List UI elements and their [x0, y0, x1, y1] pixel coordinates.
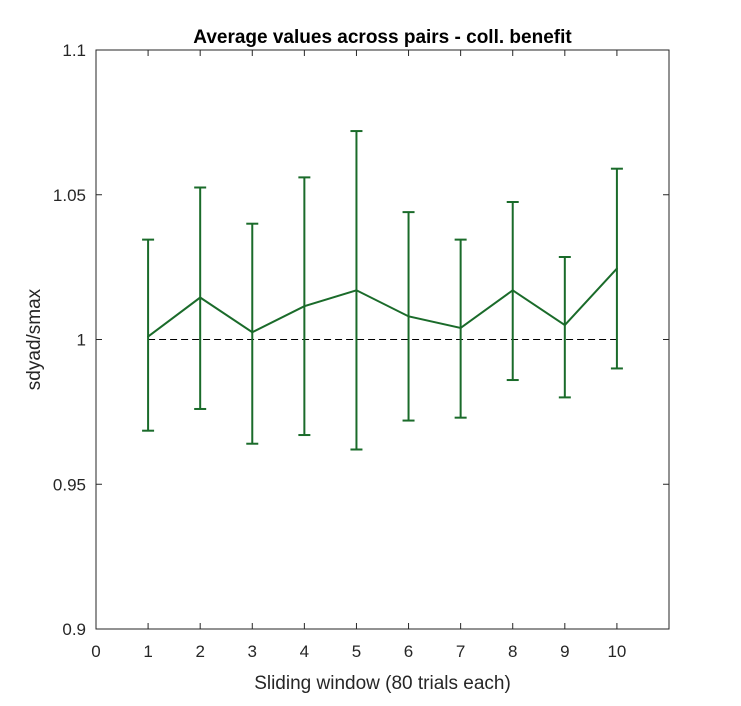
series-line	[147, 267, 618, 338]
x-tick-label: 8	[508, 642, 517, 661]
x-tick-label: 4	[300, 642, 309, 661]
y-tick-label: 1	[77, 331, 86, 350]
x-tick-label: 9	[560, 642, 569, 661]
x-tick-label: 10	[607, 642, 626, 661]
data-point	[459, 326, 462, 329]
data-point	[251, 331, 254, 334]
chart-title: Average values across pairs - coll. bene…	[193, 27, 572, 48]
x-tick-label: 3	[248, 642, 257, 661]
y-tick-label: 0.9	[62, 620, 86, 639]
axis-ticks: 0 1 2 3 4 5 6 7 8 9 10 0.9 0.95 1 1.05 1.1	[53, 41, 669, 661]
x-axis-label: Sliding window (80 trials each)	[254, 673, 511, 694]
x-tick-label: 5	[352, 642, 361, 661]
y-tick-label: 1.1	[62, 41, 86, 60]
data-point	[303, 305, 306, 308]
x-tick-label: 7	[456, 642, 465, 661]
data-point	[407, 315, 410, 318]
x-tick-label: 1	[143, 642, 152, 661]
data-point	[199, 296, 202, 299]
data-point	[147, 335, 150, 338]
y-axis-label: sdyad/smax	[24, 288, 45, 390]
y-tick-label: 0.95	[53, 475, 86, 494]
x-tick-label: 6	[404, 642, 413, 661]
data-point	[615, 267, 618, 270]
y-tick-label: 1.05	[53, 186, 86, 205]
data-point	[355, 289, 358, 292]
x-tick-label: 0	[91, 642, 100, 661]
series-group	[142, 130, 623, 451]
x-tick-label: 2	[195, 642, 204, 661]
data-point	[511, 289, 514, 292]
data-point	[563, 324, 566, 327]
